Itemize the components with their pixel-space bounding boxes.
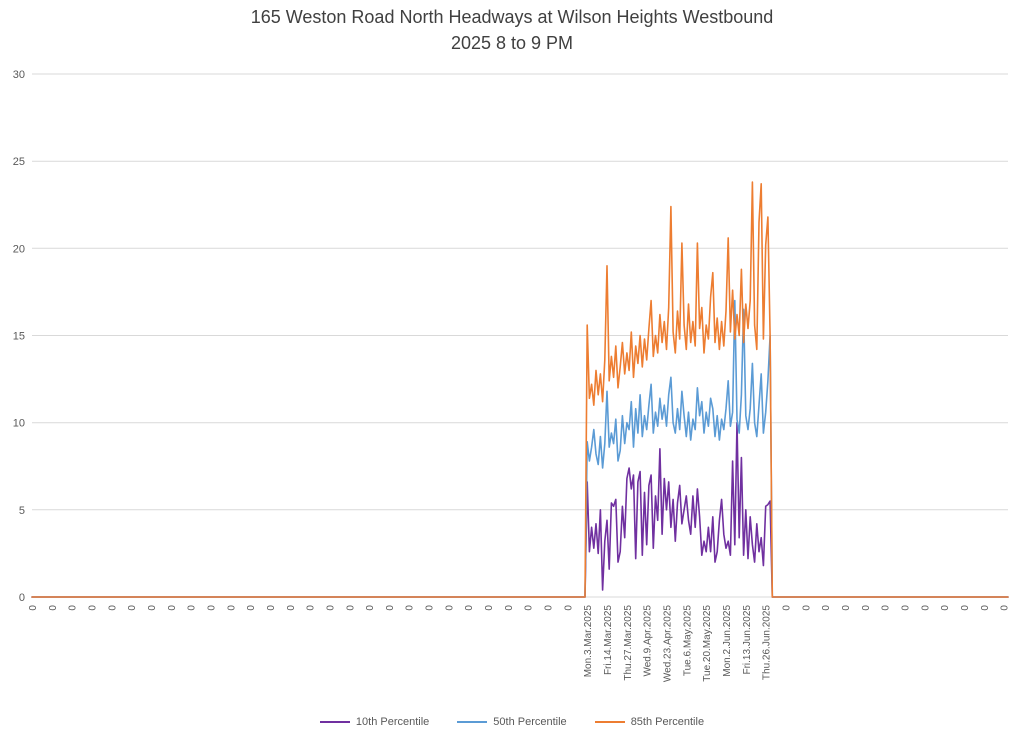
x-axis-label: 0 [524, 605, 535, 611]
x-axis-label: 0 [980, 605, 991, 611]
legend-label-85th: 85th Percentile [630, 716, 705, 728]
x-axis-label: Fri.14.Mar.2025 [603, 605, 614, 675]
series-line-10th-percentile [31, 421, 1009, 598]
legend-item-50th-percentile: 50th Percentile [457, 716, 567, 728]
x-axis-label: Thu.27.Mar.2025 [623, 605, 634, 681]
y-axis-label-25: 25 [13, 156, 25, 168]
x-axis-label: 0 [306, 605, 317, 611]
y-axis-label-20: 20 [13, 243, 25, 255]
legend-line-swatch-85th [594, 720, 625, 724]
x-axis-label: 0 [861, 605, 872, 611]
x-axis-label: 0 [28, 605, 39, 611]
x-axis-label: 0 [881, 605, 892, 611]
x-axis-label: 0 [901, 605, 912, 611]
legend-label-50th: 50th Percentile [493, 716, 567, 728]
x-axis-label: 0 [266, 605, 277, 611]
x-axis-label: 0 [444, 605, 455, 611]
x-axis-label: 0 [405, 605, 416, 611]
x-axis-label: 0 [68, 605, 79, 611]
x-axis-label: 0 [544, 605, 555, 611]
x-axis-label: 0 [187, 605, 198, 611]
x-axis-label: 0 [167, 605, 178, 611]
y-axis-label-30: 30 [13, 69, 25, 81]
x-axis-label: 0 [127, 605, 138, 611]
x-axis-label: Wed.23.Apr.2025 [663, 605, 674, 683]
series-line-50th-percentile [31, 299, 1009, 598]
chart-title: 165 Weston Road North Headways at Wilson… [0, 4, 1024, 56]
x-axis-label: 0 [782, 605, 793, 611]
x-axis-label: 0 [147, 605, 158, 611]
x-axis-label: Mon.2.Jun.2025 [722, 605, 733, 677]
legend-line-swatch-50th [457, 720, 488, 724]
legend-item-10th-percentile: 10th Percentile [319, 716, 430, 728]
legend-label-10th: 10th Percentile [355, 716, 430, 728]
x-axis-label: 0 [207, 605, 218, 611]
chart-title-line1: 165 Weston Road North Headways at Wilson… [250, 7, 774, 27]
x-axis-label: 0 [1000, 605, 1011, 611]
x-axis-label: 0 [226, 605, 237, 611]
x-axis-label: 0 [48, 605, 59, 611]
x-axis-label: Mon.3.Mar.2025 [583, 605, 594, 678]
x-axis-label: 0 [246, 605, 257, 611]
series-line-85th-percentile [31, 181, 1009, 598]
x-axis-label: 0 [920, 605, 931, 611]
y-axis-label-0: 0 [19, 592, 25, 604]
x-axis-label: 0 [841, 605, 852, 611]
x-axis-label: Fri.13.Jun.2025 [742, 605, 753, 675]
x-axis-label: 0 [425, 605, 436, 611]
x-axis-label: Wed.9.Apr.2025 [643, 605, 654, 677]
x-axis-label: 0 [821, 605, 832, 611]
x-axis-label: 0 [385, 605, 396, 611]
legend-item-85th-percentile: 85th Percentile [594, 716, 705, 728]
x-axis-label: 0 [464, 605, 475, 611]
x-axis-label: 0 [504, 605, 515, 611]
x-axis-label: 0 [107, 605, 118, 611]
x-axis-label: Tue.20.May.2025 [702, 605, 713, 682]
x-axis-label: 0 [286, 605, 297, 611]
x-axis-label: 0 [801, 605, 812, 611]
x-axis-label: Thu.26.Jun.2025 [762, 605, 773, 680]
x-axis-label: 0 [484, 605, 495, 611]
x-axis-label: Tue.6.May.2025 [682, 605, 693, 677]
x-axis-label: 0 [325, 605, 336, 611]
x-axis-label: 0 [960, 605, 971, 611]
y-axis-label-10: 10 [13, 418, 25, 430]
chart-legend: 10th Percentile 50th Percentile 85th Per… [0, 716, 1024, 728]
x-axis-label: 0 [940, 605, 951, 611]
legend-line-swatch-10th [319, 720, 350, 724]
x-axis-label: 0 [563, 605, 574, 611]
y-axis-label-15: 15 [13, 331, 25, 343]
chart-title-line2: 2025 8 to 9 PM [450, 33, 574, 53]
x-axis-label: 0 [345, 605, 356, 611]
y-axis-label-5: 5 [19, 505, 25, 517]
x-axis-label: 0 [365, 605, 376, 611]
x-axis-label: 0 [88, 605, 99, 611]
